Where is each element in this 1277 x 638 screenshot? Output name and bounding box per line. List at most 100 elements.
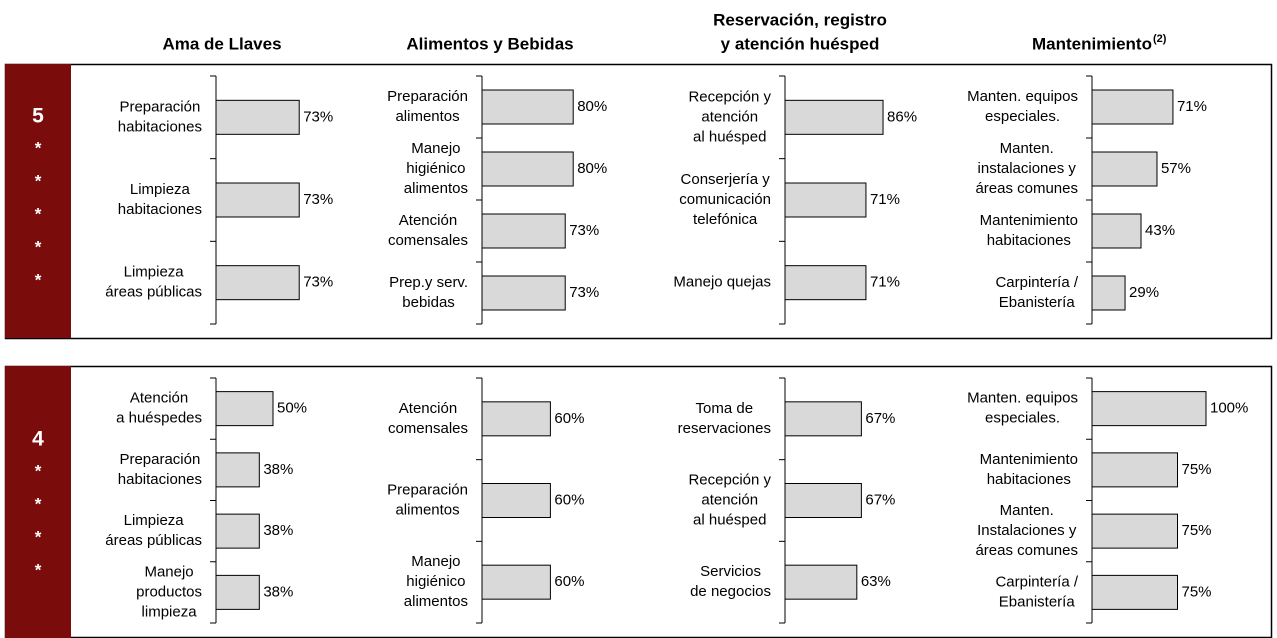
category-label: Limpieza — [130, 181, 191, 198]
bar — [784, 564, 858, 600]
rating: 5 — [32, 105, 44, 128]
category-label: habitaciones — [118, 118, 202, 135]
column-header: Mantenimiento — [1032, 34, 1152, 53]
category-label: habitaciones — [987, 232, 1071, 249]
value-label: 73% — [569, 284, 599, 301]
bar — [215, 265, 300, 301]
value-label: 100% — [1210, 400, 1248, 417]
category-label: Prep.y serv. — [389, 274, 468, 291]
category-label: higiénico — [406, 160, 465, 177]
category-label: Manten. — [1000, 140, 1054, 157]
column-header: y atención huésped — [721, 34, 880, 53]
bar — [1091, 574, 1178, 610]
bar — [784, 265, 867, 301]
star: * — [35, 171, 42, 190]
category-label: Recepción y — [688, 471, 771, 488]
category-label: de negocios — [690, 583, 771, 600]
category-label: productos — [136, 583, 202, 600]
category-label: especiales. — [985, 410, 1060, 427]
star: * — [35, 237, 42, 256]
category-label: Mantenimiento — [980, 451, 1078, 468]
value-label: 73% — [303, 274, 333, 291]
category-label: Conserjería y — [681, 171, 771, 188]
value-label: 63% — [861, 573, 891, 590]
category-label: Atención — [130, 390, 188, 407]
value-label: 71% — [1177, 98, 1207, 115]
category-label: áreas comunes — [975, 180, 1078, 197]
bar — [784, 99, 884, 135]
category-label: Instalaciones y — [977, 522, 1077, 539]
bar — [784, 483, 862, 518]
category-label: áreas públicas — [105, 284, 202, 301]
value-label: 50% — [277, 400, 307, 417]
category-label: Servicios — [700, 563, 761, 580]
bar — [481, 89, 574, 125]
star: * — [35, 138, 42, 157]
value-label: 73% — [303, 191, 333, 208]
value-label: 80% — [577, 98, 607, 115]
category-label: Carpintería / — [995, 573, 1078, 590]
value-label: 75% — [1182, 461, 1212, 478]
value-label: 29% — [1129, 284, 1159, 301]
category-label: Ebanistería — [999, 294, 1076, 311]
value-label: 67% — [865, 410, 895, 427]
category-label: Atención — [399, 400, 457, 417]
value-label: 67% — [865, 491, 895, 508]
value-label: 38% — [263, 522, 293, 539]
value-label: 57% — [1161, 160, 1191, 177]
category-label: atención — [701, 491, 758, 508]
category-label: alimentos — [404, 593, 468, 610]
value-label: 73% — [303, 108, 333, 125]
category-label: habitaciones — [987, 471, 1071, 488]
category-label: Preparación — [119, 451, 200, 468]
category-label: Manejo — [411, 140, 460, 157]
bar — [784, 401, 862, 437]
bar — [481, 564, 551, 600]
category-label: comunicación — [679, 191, 771, 208]
value-label: 86% — [887, 108, 917, 125]
bar — [1091, 452, 1178, 488]
bar — [481, 213, 566, 249]
value-label: 38% — [263, 583, 293, 600]
bar — [481, 483, 551, 518]
value-label: 75% — [1182, 522, 1212, 539]
category-label: telefónica — [693, 211, 758, 228]
value-label: 71% — [870, 191, 900, 208]
bar — [481, 401, 551, 437]
category-label: instalaciones y — [978, 160, 1077, 177]
category-label: habitaciones — [118, 201, 202, 218]
rating-box — [5, 366, 71, 638]
bar — [215, 574, 260, 610]
category-label: Preparación — [119, 98, 200, 115]
category-label: Limpieza — [124, 512, 185, 529]
rating: 4 — [32, 428, 44, 451]
category-label: Ebanistería — [999, 593, 1076, 610]
category-label: alimentos — [395, 501, 459, 518]
rating-box — [5, 64, 71, 338]
star: * — [35, 461, 42, 480]
category-label: Manejo quejas — [673, 274, 771, 291]
value-label: 60% — [554, 410, 584, 427]
column-header: Ama de Llaves — [162, 34, 281, 53]
category-label: Mantenimiento — [980, 212, 1078, 229]
bar — [1091, 213, 1142, 249]
star: * — [35, 527, 42, 546]
category-label: Manten. equipos — [967, 88, 1078, 105]
value-label: 43% — [1145, 222, 1175, 239]
category-label: Atención — [399, 212, 457, 229]
category-label: áreas públicas — [105, 532, 202, 549]
category-label: alimentos — [404, 180, 468, 197]
category-label: atención — [701, 108, 758, 125]
value-label: 38% — [263, 461, 293, 478]
value-label: 60% — [554, 491, 584, 508]
bar — [481, 275, 566, 311]
bar — [215, 99, 300, 135]
category-label: alimentos — [395, 108, 459, 125]
column-header: Reservación, registro — [713, 10, 887, 29]
category-label: áreas comunes — [975, 542, 1078, 559]
star: * — [35, 270, 42, 289]
star: * — [35, 560, 42, 579]
bar — [481, 151, 574, 187]
value-label: 75% — [1182, 583, 1212, 600]
